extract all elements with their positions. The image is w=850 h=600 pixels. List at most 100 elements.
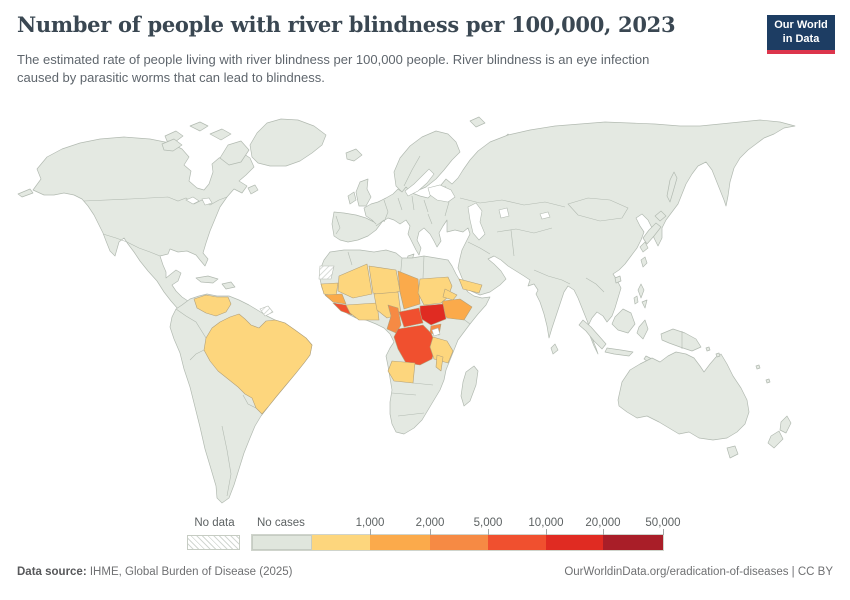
island-sakhalin	[666, 171, 678, 203]
logo-line-1: Our World	[774, 19, 828, 31]
island-pacific-4	[765, 378, 771, 384]
page-title: Number of people with river blindness pe…	[17, 12, 676, 37]
country-venezuela[interactable]	[193, 294, 232, 317]
country-senegal[interactable]	[320, 282, 339, 297]
footer-link[interactable]: OurWorldinData.org/eradication-of-diseas…	[564, 566, 833, 578]
country-yemen[interactable]	[458, 278, 483, 294]
logo-line-2: in Data	[782, 33, 820, 45]
country-sudan[interactable]	[417, 276, 453, 306]
border-af-3	[422, 255, 425, 279]
legend-segment-0[interactable]	[252, 535, 312, 550]
island-philippines-3	[633, 295, 639, 305]
country-sierra-leone-liberia[interactable]	[332, 302, 353, 316]
country-greenland[interactable]	[249, 118, 327, 167]
legend-label-6: 50,000	[645, 517, 681, 529]
country-niger[interactable]	[368, 265, 401, 297]
border-eu-6	[423, 199, 429, 213]
legend-segment-3[interactable]	[430, 535, 488, 550]
border-sa-4	[221, 425, 232, 497]
legend-tick-2	[430, 529, 431, 535]
legend-segment-6[interactable]	[603, 535, 663, 550]
country-angola[interactable]	[387, 360, 416, 384]
island-sulawesi	[636, 319, 649, 340]
country-malawi[interactable]	[435, 354, 444, 372]
border-mongolia	[567, 197, 629, 222]
border-af-5	[412, 382, 434, 386]
island-sri-lanka	[550, 343, 559, 355]
sea-baltic	[404, 168, 435, 197]
legend-no-data-label: No data	[194, 517, 235, 529]
island-taiwan	[640, 256, 648, 268]
world-map[interactable]	[0, 108, 850, 508]
island-arctic-2	[189, 121, 209, 132]
island-arctic-1	[164, 130, 184, 143]
border-seasia	[585, 277, 605, 293]
island-pacific-2	[715, 352, 721, 358]
country-tanzania[interactable]	[429, 336, 454, 364]
border-af-1	[347, 251, 353, 266]
legend-label-0: No cases	[257, 517, 305, 529]
legend-tick-1	[370, 529, 371, 535]
border-af-7	[397, 412, 425, 417]
country-dr-congo[interactable]	[393, 324, 437, 366]
country-iceland[interactable]	[345, 148, 363, 162]
border-eu-2	[375, 219, 385, 227]
island-new-guinea	[660, 328, 702, 352]
island-baffin	[219, 140, 250, 166]
legend-segment-4[interactable]	[488, 535, 546, 550]
island-sumatra	[578, 319, 607, 350]
country-mali[interactable]	[337, 263, 373, 299]
owid-logo[interactable]: Our World in Data	[767, 15, 835, 54]
island-victoria	[161, 138, 183, 152]
island-hokkaido	[654, 210, 667, 222]
landmass-australia[interactable]	[617, 351, 750, 441]
data-source-label: Data source:	[17, 566, 87, 578]
country-united-kingdom[interactable]	[355, 178, 372, 207]
border-eu-5	[411, 195, 415, 211]
island-kyushu	[639, 241, 649, 253]
border-eu-1	[335, 215, 341, 235]
island-svalbard	[469, 116, 486, 128]
landmass-north-america[interactable]	[32, 136, 255, 316]
island-pacific-1	[705, 346, 711, 352]
border-eu-3	[383, 199, 389, 223]
country-guinea[interactable]	[324, 293, 347, 305]
country-western-sahara[interactable]	[318, 265, 335, 280]
country-chad[interactable]	[397, 270, 421, 310]
border-mideast-1	[467, 241, 491, 255]
island-newfoundland	[247, 184, 259, 195]
legend-segment-1[interactable]	[312, 535, 370, 550]
country-brazil[interactable]	[203, 313, 313, 415]
island-philippines-2	[641, 299, 648, 309]
subtitle-line-1: The estimated rate of people living with…	[17, 52, 650, 67]
island-java	[604, 347, 634, 357]
legend-label-2: 2,000	[415, 517, 445, 529]
border-scandinavia	[403, 155, 421, 187]
island-borneo	[611, 308, 636, 334]
border-sa-2	[189, 349, 205, 361]
island-hainan	[614, 275, 622, 284]
country-cote-divoire-ghana[interactable]	[345, 302, 380, 321]
island-hispaniola	[221, 281, 236, 290]
chart-subtitle: The estimated rate of people living with…	[17, 51, 762, 88]
legend-label-5: 20,000	[585, 517, 621, 529]
island-cuba	[195, 275, 219, 284]
island-nz-north	[779, 415, 792, 434]
country-french-guiana[interactable]	[259, 305, 274, 317]
border-us-mexico	[102, 233, 161, 257]
legend-segment-2[interactable]	[370, 535, 430, 550]
legend-color-bar	[251, 534, 664, 551]
country-central-african-republic[interactable]	[398, 307, 424, 328]
landmass-eurasia[interactable]	[331, 119, 796, 355]
legend-segment-5[interactable]	[546, 535, 603, 550]
subtitle-line-2: caused by parasitic worms that can lead …	[17, 70, 325, 86]
legend-no-data-swatch[interactable]	[187, 535, 240, 550]
lake-huron	[201, 197, 213, 206]
legend-label-3: 5,000	[473, 517, 503, 529]
border-asia-3	[510, 229, 515, 257]
country-ireland[interactable]	[347, 191, 357, 205]
island-tasmania	[726, 445, 739, 459]
island-madagascar[interactable]	[460, 365, 479, 407]
